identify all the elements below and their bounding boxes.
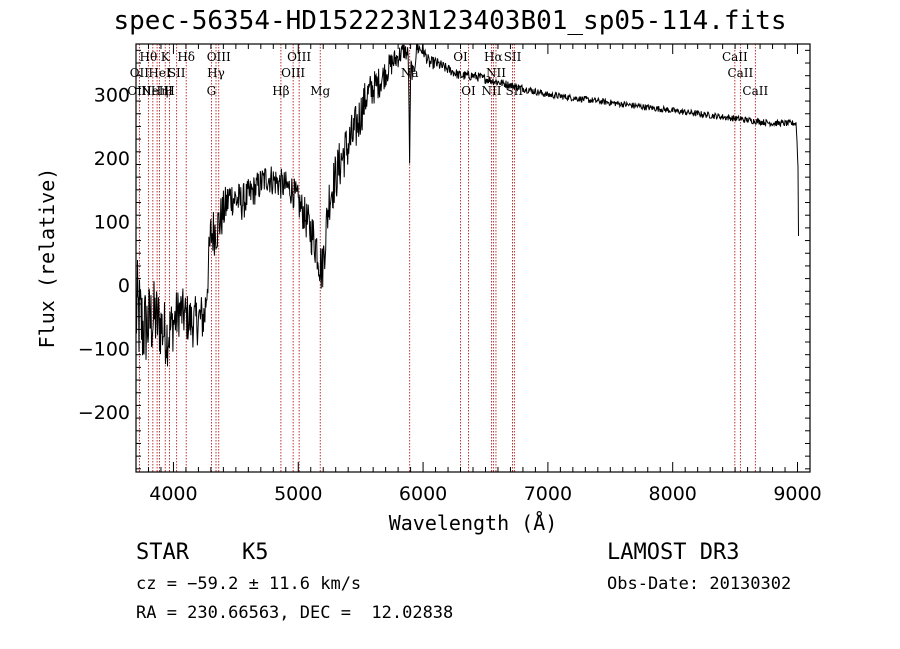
line-label: Hδ xyxy=(177,50,195,64)
x-tick-label: 6000 xyxy=(399,483,447,505)
line-label: OIII xyxy=(281,66,305,80)
line-label: OI xyxy=(453,50,468,64)
spectrum-chart: OIIOIIIHθNeIIIHeIHηKHSIIHδGHγOIIIHβOIIIO… xyxy=(0,0,900,649)
y-axis-label: Flux (relative) xyxy=(35,168,59,349)
line-label: H xyxy=(164,84,174,98)
line-label: Hβ xyxy=(272,84,289,98)
axis-ticks xyxy=(136,44,810,472)
line-label: Na xyxy=(401,66,419,80)
line-label: OII xyxy=(130,66,150,80)
x-tick-label: 5000 xyxy=(274,483,322,505)
line-label: NII xyxy=(481,84,501,98)
plot-frame xyxy=(136,44,810,472)
line-label: CaII xyxy=(742,84,768,98)
survey-name: LAMOST DR3 xyxy=(607,540,739,565)
line-label: Hγ xyxy=(207,66,225,80)
line-label: OIII xyxy=(287,50,311,64)
ra-dec: RA = 230.66563, DEC = 12.02838 xyxy=(136,603,453,623)
line-label: Hθ xyxy=(140,50,158,64)
line-label: G xyxy=(207,84,217,98)
x-tick-label: 4000 xyxy=(149,483,197,505)
line-label: OIII xyxy=(207,50,231,64)
line-label: CaII xyxy=(722,50,748,64)
line-label: SII xyxy=(504,50,522,64)
line-label: K xyxy=(161,50,171,64)
line-label: OI xyxy=(461,84,476,98)
redshift-cz: cz = −59.2 ± 11.6 km/s xyxy=(136,574,361,594)
y-tick-label: 200 xyxy=(94,148,130,170)
y-tick-label: −100 xyxy=(78,338,130,360)
y-tick-label: 300 xyxy=(94,85,130,107)
object-subclass: K5 xyxy=(242,540,269,565)
object-class: STAR xyxy=(136,540,189,565)
x-tick-label: 8000 xyxy=(649,483,697,505)
y-tick-label: 0 xyxy=(118,275,130,297)
obs-date: Obs-Date: 20130302 xyxy=(607,574,791,594)
axis-tick-labels: 4000 5000 6000 7000 8000 9000 −200 −100 0 100 200 3… xyxy=(78,85,822,505)
x-axis-label: Wavelength (Å) xyxy=(389,511,558,535)
line-labels: OIIOIIIHθNeIIIHeIHηKHSIIHδGHγOIIIHβOIIIO… xyxy=(127,50,768,98)
y-tick-label: 100 xyxy=(94,212,130,234)
line-label: CaII xyxy=(727,66,753,80)
line-label: SII xyxy=(168,66,186,80)
x-tick-label: 9000 xyxy=(773,483,821,505)
x-tick-label: 7000 xyxy=(524,483,572,505)
line-label: Hα xyxy=(484,50,503,64)
line-label: Mg xyxy=(310,84,330,98)
y-tick-label: −200 xyxy=(78,402,130,424)
